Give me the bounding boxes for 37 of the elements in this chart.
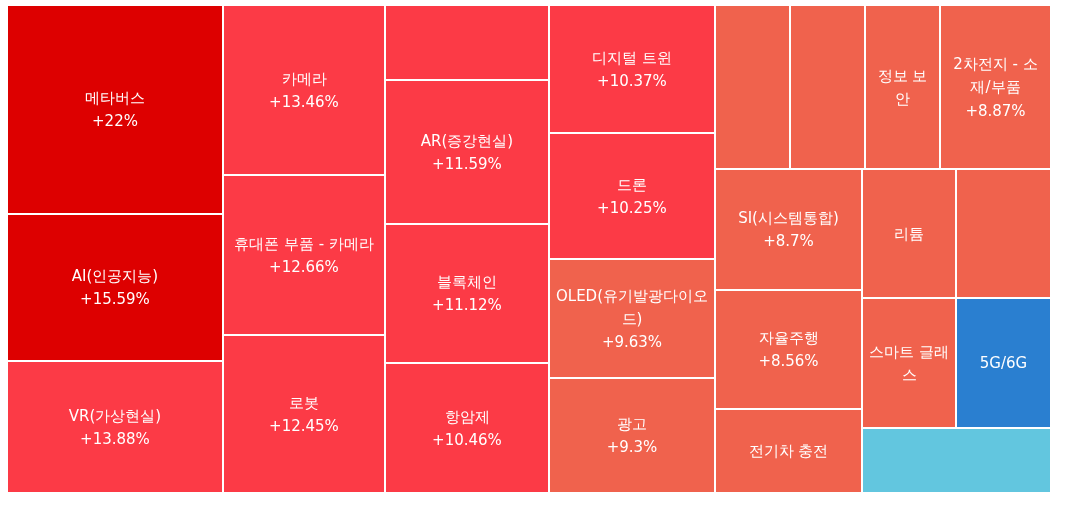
data-label: +13.88% xyxy=(80,429,150,448)
data-label: +9.3% xyxy=(606,438,658,457)
category-label: 항암제 xyxy=(444,407,490,426)
data-label: +8.7% xyxy=(763,232,814,251)
data-label: +10.37% xyxy=(597,71,667,90)
category-label: 전기차 충전 xyxy=(748,442,829,461)
data-label: +11.12% xyxy=(432,296,502,315)
data-label: +13.46% xyxy=(269,92,339,111)
category-label: 광고 xyxy=(617,415,647,434)
category-label: SI(시스템통합) xyxy=(738,209,839,228)
category-label: 리튬 xyxy=(894,224,924,243)
category-label: 정보 보안 xyxy=(877,66,928,108)
category-label: 로봇 xyxy=(289,393,319,412)
data-label: +12.45% xyxy=(269,416,339,435)
category-label: VR(가상현실) xyxy=(68,406,162,425)
data-label: +15.59% xyxy=(80,290,150,309)
category-label: 블록체인 xyxy=(437,273,497,292)
category-label: OLED(유기발광다이오드) xyxy=(555,286,709,328)
category-label: 스마트 글래스 xyxy=(869,342,949,384)
category-label: AI(인공지능) xyxy=(71,267,159,286)
data-label: +10.46% xyxy=(432,430,502,449)
data-label: +12.66% xyxy=(269,257,339,276)
category-label: 디지털 트윈 xyxy=(592,48,672,67)
data-label: +11.59% xyxy=(432,154,502,173)
category-label: 메타버스 xyxy=(85,89,145,108)
category-label: 2차전지 - 소재/부품 xyxy=(953,55,1038,97)
category-label: 휴대폰 부품 - 카메라 xyxy=(234,234,374,253)
data-label: +10.25% xyxy=(597,198,667,217)
category-label: 자율주행 xyxy=(758,329,819,348)
category-label: AR(증강현실) xyxy=(420,131,514,150)
category-label: 카메라 xyxy=(281,69,327,88)
category-label: 드론 xyxy=(617,175,647,194)
data-label: +22% xyxy=(92,112,138,131)
data-label: +8.87% xyxy=(965,101,1026,120)
category-label: 5G/6G xyxy=(979,354,1028,373)
data-label: +8.56% xyxy=(758,352,819,371)
data-label: +9.63% xyxy=(601,333,663,351)
